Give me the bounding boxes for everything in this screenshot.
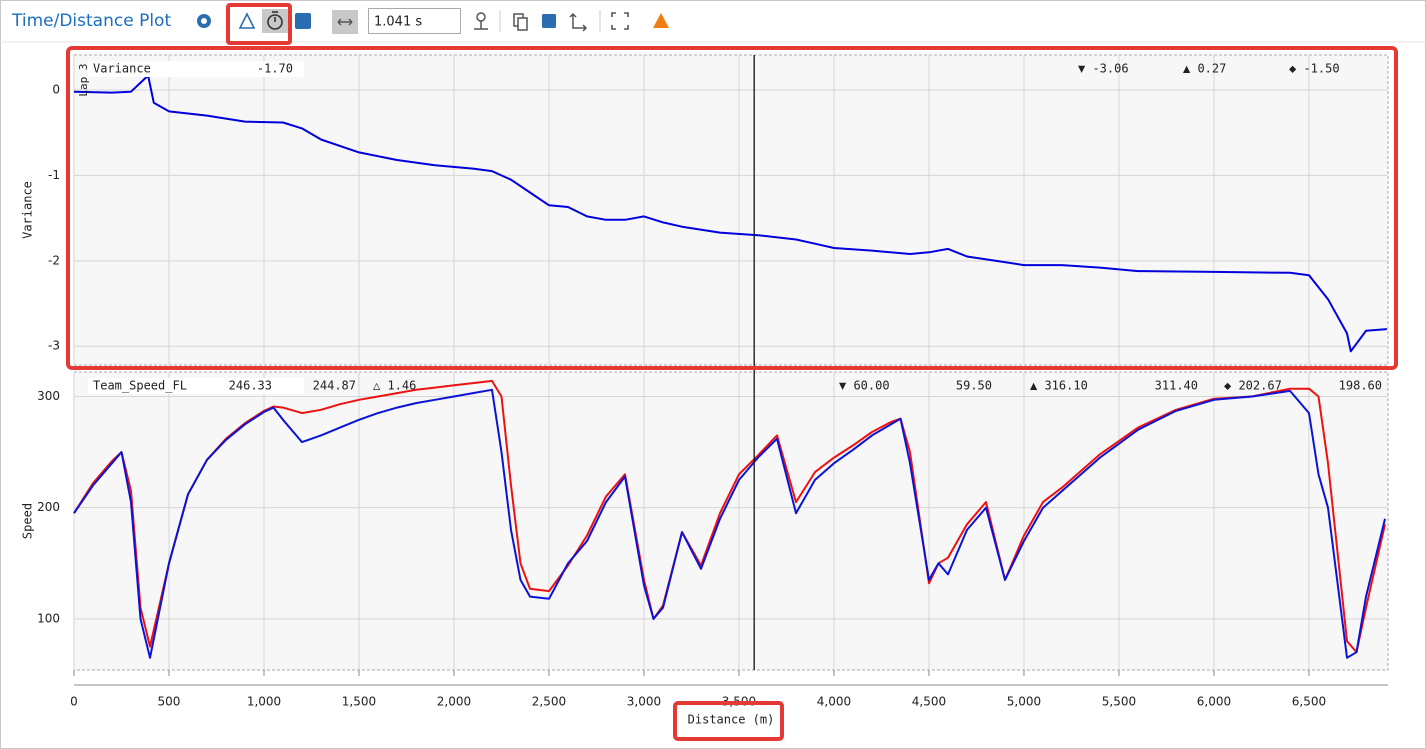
readout-value: 246.33 xyxy=(229,379,272,393)
x-tick-label: 6,500 xyxy=(1292,695,1326,709)
offset-input[interactable] xyxy=(368,8,461,34)
readout-value: -1.70 xyxy=(257,62,293,76)
title: Time/Distance Plot xyxy=(11,11,171,31)
plot-area xyxy=(73,54,1389,366)
readout-value: 244.87 xyxy=(313,379,356,393)
x-tick-label: 0 xyxy=(70,695,78,709)
readout-avg: ◆ -1.50 xyxy=(1289,62,1340,76)
x-tick-label: 2,000 xyxy=(437,695,471,709)
x-tick-label: 500 xyxy=(158,695,181,709)
highlight-box xyxy=(226,3,292,45)
y-tick-label: 200 xyxy=(37,500,60,514)
plot-area xyxy=(73,371,1389,671)
highlight-box xyxy=(66,46,1398,370)
y-tick-label: 0 xyxy=(52,83,60,97)
readout-avg: ◆ 202.67 xyxy=(1224,379,1282,393)
readout-bg xyxy=(88,61,304,77)
readout-delta: △ 1.46 xyxy=(373,379,416,393)
align-icon xyxy=(337,18,353,26)
swap-button[interactable] xyxy=(295,13,311,29)
readout-bg xyxy=(88,378,304,394)
anchor-button[interactable] xyxy=(474,12,488,30)
save-button[interactable] xyxy=(542,14,556,28)
y-tick-label: -2 xyxy=(48,253,60,267)
readout-min: ▼ 60.00 xyxy=(839,379,890,393)
y-tick-label: 100 xyxy=(37,611,60,625)
offset-value: 1.041 s xyxy=(374,15,422,30)
delta-button[interactable] xyxy=(238,12,256,29)
readout-max: ▲ 316.10 xyxy=(1030,379,1088,393)
settings-button[interactable] xyxy=(197,14,211,28)
readout-avg: 198.60 xyxy=(1339,379,1382,393)
x-tick-label: 2,500 xyxy=(532,695,566,709)
x-tick-label: 5,500 xyxy=(1102,695,1136,709)
x-tick-label: 5,000 xyxy=(1007,695,1041,709)
series-line xyxy=(73,388,1386,659)
readout-max: 311.40 xyxy=(1155,379,1198,393)
y-axis-label: Variance xyxy=(21,181,35,239)
x-axis-label: Distance (m) xyxy=(688,713,775,727)
y-tick-label: -3 xyxy=(48,339,60,353)
series-line xyxy=(73,74,1387,353)
x-tick-label: 3,000 xyxy=(627,695,661,709)
readout-min: ▼ -3.06 xyxy=(1078,62,1129,76)
y-axis-label: Speed xyxy=(21,503,35,539)
readout-max: ▲ 0.27 xyxy=(1183,62,1226,76)
readout-min: 59.50 xyxy=(956,379,992,393)
y-tick-label: -1 xyxy=(48,168,60,182)
y-tick-label: 300 xyxy=(37,389,60,403)
timer-button[interactable] xyxy=(267,11,283,30)
x-tick-label: 6,000 xyxy=(1197,695,1231,709)
lap-label: Lap 3 xyxy=(77,63,90,96)
x-tick-label: 4,500 xyxy=(912,695,946,709)
fullscreen-button[interactable] xyxy=(611,12,629,30)
x-tick-label: 4,000 xyxy=(817,695,851,709)
copy-button[interactable] xyxy=(513,13,528,31)
legend-name: Team_Speed_FL xyxy=(93,379,187,393)
x-tick-label: 1,000 xyxy=(247,695,281,709)
x-tick-label: 1,500 xyxy=(342,695,376,709)
highlight-box xyxy=(673,701,784,741)
legend-name: Variance xyxy=(93,62,151,76)
axes-button[interactable] xyxy=(569,12,588,32)
warning-icon[interactable] xyxy=(653,13,669,28)
